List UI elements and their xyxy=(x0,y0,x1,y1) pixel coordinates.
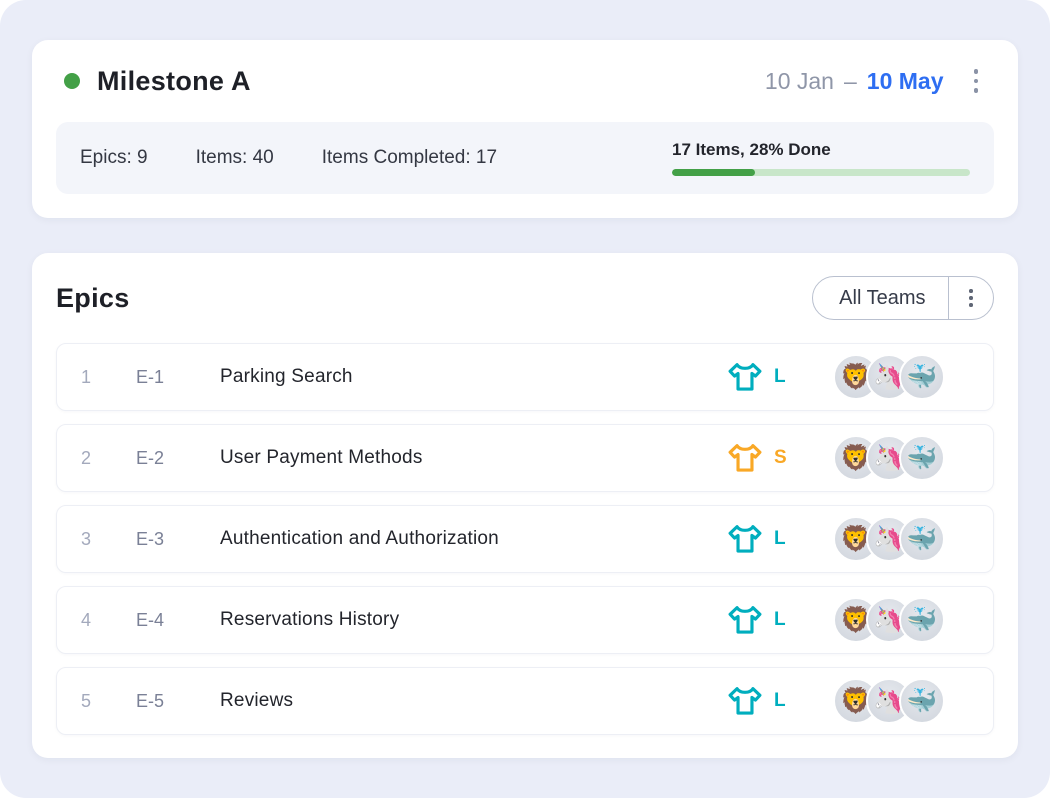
epic-size-letter: L xyxy=(774,690,786,711)
whale-avatar: 🐳 xyxy=(899,435,945,481)
progress-fill xyxy=(672,169,756,176)
tshirt-icon xyxy=(728,525,762,553)
epic-row[interactable]: 1 E-1 Parking Search L 🦁 🦄 🐳 xyxy=(56,343,994,411)
tshirt-icon xyxy=(728,606,762,634)
epic-size-letter: L xyxy=(774,609,786,630)
epic-row-number: 3 xyxy=(81,528,92,549)
all-teams-filter-button[interactable]: All Teams xyxy=(812,276,994,320)
epic-row[interactable]: 5 E-5 Reviews L 🦁 🦄 🐳 xyxy=(56,667,994,735)
epic-code: E-2 xyxy=(136,447,165,468)
milestone-kebab-menu-icon[interactable] xyxy=(968,65,985,97)
epic-size: L xyxy=(725,358,833,396)
stat-items: Items: 40 xyxy=(195,147,274,168)
milestone-stats-bar: Epics: 9 Items: 40 Items Completed: 17 1… xyxy=(56,122,994,194)
milestone-date-range[interactable]: 10 Jan – 10 May xyxy=(765,68,944,95)
tshirt-icon xyxy=(728,363,762,391)
epic-size-letter: S xyxy=(774,447,787,468)
epic-size: S xyxy=(725,439,833,477)
teams-kebab-menu-icon[interactable] xyxy=(949,277,993,319)
epic-size: L xyxy=(725,682,833,720)
epic-size: L xyxy=(725,520,833,558)
epic-size-letter: L xyxy=(774,366,786,387)
epic-row-number: 2 xyxy=(81,447,92,468)
button-divider xyxy=(947,277,949,319)
whale-avatar: 🐳 xyxy=(899,354,945,400)
whale-avatar: 🐳 xyxy=(899,678,945,724)
epic-row-number: 4 xyxy=(81,609,92,630)
stat-epics: Epics: 9 xyxy=(80,147,148,168)
epics-heading: Epics xyxy=(56,282,130,313)
milestone-title: Milestone A xyxy=(97,65,251,96)
epic-row-number: 5 xyxy=(81,690,92,711)
epic-name: Authentication and Authorization xyxy=(220,528,499,549)
epic-size-letter: L xyxy=(774,528,786,549)
milestone-card: Milestone A 10 Jan – 10 May Epics: 9 Ite… xyxy=(32,40,1018,218)
avatar-group: 🦁 🦄 🐳 xyxy=(833,354,945,400)
epic-code: E-3 xyxy=(136,528,165,549)
stat-items-completed: Items Completed: 17 xyxy=(321,147,498,168)
whale-avatar: 🐳 xyxy=(899,516,945,562)
avatar-group: 🦁 🦄 🐳 xyxy=(833,435,945,481)
epics-list: 1 E-1 Parking Search L 🦁 🦄 🐳 2 E-2 User Pa… xyxy=(32,343,1018,735)
epic-code: E-4 xyxy=(136,609,165,630)
date-end: 10 May xyxy=(866,67,944,94)
epic-row[interactable]: 3 E-3 Authentication and Authorization L… xyxy=(56,505,994,573)
milestone-header: Milestone A 10 Jan – 10 May xyxy=(32,40,1018,122)
progress-track xyxy=(672,169,970,176)
date-start: 10 Jan xyxy=(764,67,834,94)
milestone-status-dot xyxy=(64,73,80,89)
all-teams-label: All Teams xyxy=(839,286,926,309)
epic-name: Reservations History xyxy=(220,609,400,630)
date-separator: – xyxy=(843,67,857,94)
milestone-progress: 17 Items, 28% Done xyxy=(672,140,970,176)
epic-size: L xyxy=(725,601,833,639)
tshirt-icon xyxy=(728,444,762,472)
epic-row[interactable]: 4 E-4 Reservations History L 🦁 🦄 🐳 xyxy=(56,586,994,654)
avatar-group: 🦁 🦄 🐳 xyxy=(833,678,945,724)
epic-row[interactable]: 2 E-2 User Payment Methods S 🦁 🦄 🐳 xyxy=(56,424,994,492)
epic-name: Parking Search xyxy=(220,366,353,387)
tshirt-icon xyxy=(728,687,762,715)
epic-name: User Payment Methods xyxy=(220,447,423,468)
epics-card: Epics All Teams 1 E-1 Parking Search L 🦁… xyxy=(32,253,1018,758)
epic-code: E-1 xyxy=(136,366,165,387)
epic-row-number: 1 xyxy=(81,366,92,387)
avatar-group: 🦁 🦄 🐳 xyxy=(833,516,945,562)
epic-name: Reviews xyxy=(220,690,294,711)
progress-label: 17 Items, 28% Done xyxy=(672,140,831,159)
avatar-group: 🦁 🦄 🐳 xyxy=(833,597,945,643)
epic-code: E-5 xyxy=(136,690,165,711)
whale-avatar: 🐳 xyxy=(899,597,945,643)
